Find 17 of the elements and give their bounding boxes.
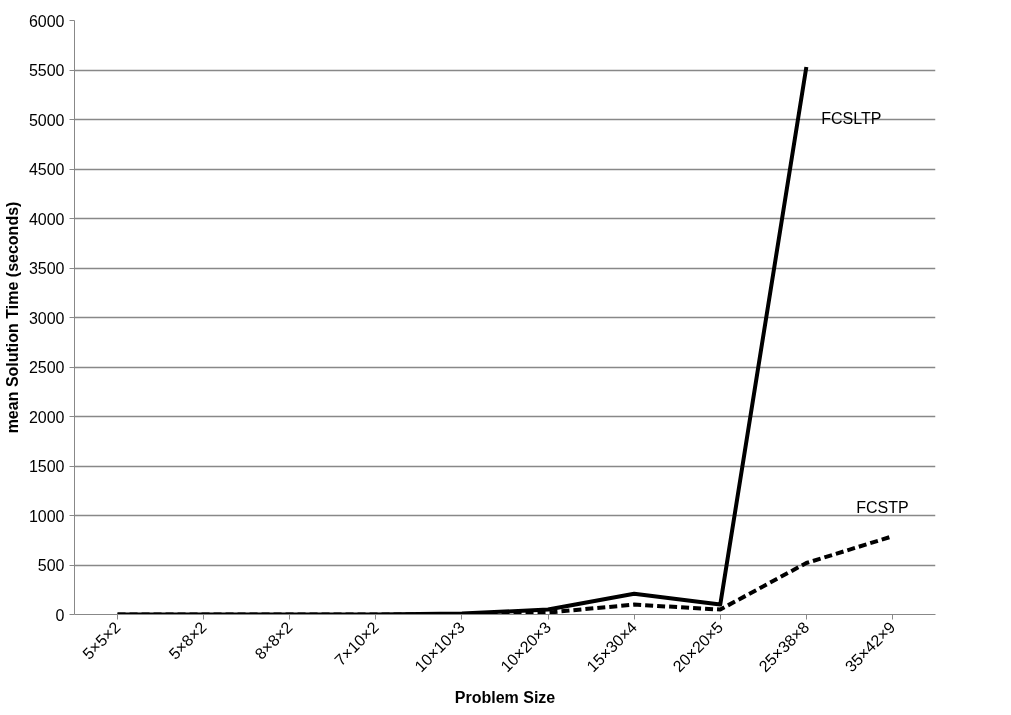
y-tick-label: 4000 xyxy=(28,210,65,228)
series-label: FCSLTP xyxy=(821,110,882,128)
y-tick-label: 3500 xyxy=(28,260,65,277)
x-axis-title: Problem Size xyxy=(454,689,556,707)
y-tick-label: 1500 xyxy=(28,458,65,475)
series-label: FCSTP xyxy=(856,499,909,517)
y-tick-label: 3000 xyxy=(28,309,65,327)
y-tick-label: 500 xyxy=(37,557,65,574)
y-tick-label: 4500 xyxy=(28,161,65,178)
y-tick-label: 5000 xyxy=(28,111,65,129)
y-tick-label: 2000 xyxy=(28,408,65,426)
y-axis-title: mean Solution Time (seconds) xyxy=(3,201,21,434)
y-tick-label: 1000 xyxy=(28,507,65,525)
y-tick-label: 5500 xyxy=(28,62,65,79)
y-tick-label: 0 xyxy=(55,606,65,624)
y-tick-label: 6000 xyxy=(28,12,65,30)
y-tick-label: 2500 xyxy=(28,359,65,376)
